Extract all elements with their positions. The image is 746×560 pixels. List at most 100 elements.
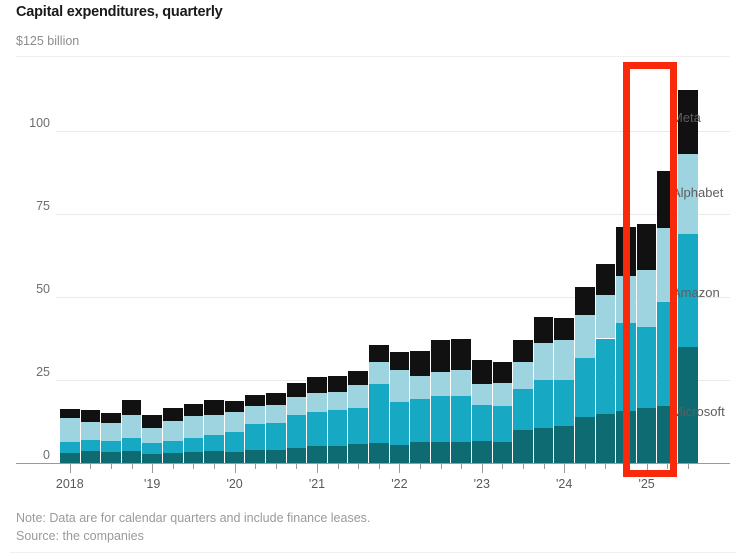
bar-segment-alphabet [163, 420, 183, 442]
header-divider [16, 56, 730, 57]
bar-segment-meta [80, 410, 101, 422]
bar-segment-meta [142, 415, 162, 429]
bar-2021-q3[interactable] [348, 60, 368, 463]
bar-2021-q4[interactable] [369, 60, 389, 463]
chart-note: Note: Data are for calendar quarters and… [16, 511, 371, 525]
bar-2020-q4[interactable] [286, 60, 307, 463]
bar-2022-q3[interactable] [430, 60, 451, 463]
bar-2018-q4[interactable] [121, 60, 142, 463]
chart-title: Capital expenditures, quarterly [16, 4, 223, 20]
bar-2020-q3[interactable] [266, 60, 286, 463]
bar-2025-q3[interactable] [678, 60, 698, 463]
bar-segment-microsoft [678, 347, 698, 463]
bar-2019-q4[interactable] [204, 60, 224, 463]
bar-2024-q2[interactable] [575, 60, 595, 463]
bar-2018-q3[interactable] [101, 60, 121, 463]
x-axis-tick-mark [337, 464, 339, 469]
x-axis-tick-mark [564, 464, 566, 473]
bar-2019-q2[interactable] [163, 60, 183, 463]
bar-2023-q2[interactable] [492, 60, 513, 463]
bar-2024-q4[interactable] [616, 60, 636, 463]
bar-segment-meta [224, 400, 245, 413]
bar-segment-amazon [183, 438, 204, 452]
bar-segment-microsoft [224, 452, 245, 463]
bar-segment-microsoft [142, 454, 162, 463]
bar-segment-amazon [163, 441, 183, 454]
bar-segment-alphabet [286, 396, 307, 415]
bar-2018-q1[interactable] [60, 60, 80, 463]
bar-segment-alphabet [595, 295, 616, 339]
bar-2019-q3[interactable] [183, 60, 204, 463]
bar-2023-q3[interactable] [513, 60, 533, 463]
series-label-microsoft: Microsoft [672, 404, 725, 419]
bar-2022-q1[interactable] [389, 60, 410, 463]
bar-segment-meta [204, 399, 224, 415]
bar-segment-meta [513, 340, 533, 362]
bar-segment-meta [451, 338, 471, 371]
bar-2023-q4[interactable] [533, 60, 554, 463]
bar-2021-q2[interactable] [327, 60, 348, 463]
bar-2022-q2[interactable] [410, 60, 430, 463]
bar-segment-amazon [60, 442, 80, 454]
bar-segment-alphabet [266, 404, 286, 423]
bar-segment-meta [389, 352, 410, 370]
x-axis-tick-mark [667, 464, 669, 469]
x-axis-tick-mark [111, 464, 112, 469]
bar-segment-alphabet [472, 383, 492, 405]
bar-segment-meta [183, 403, 204, 416]
series-label-alphabet: Alphabet [672, 185, 724, 200]
x-axis-label-22: '22 [391, 477, 408, 491]
x-axis-tick-mark [523, 464, 524, 469]
bar-2023-q1[interactable] [472, 60, 492, 463]
bar-2020-q2[interactable] [245, 60, 265, 463]
bar-segment-meta [369, 344, 389, 363]
bar-segment-amazon [204, 434, 224, 452]
x-axis-label-2018: 2018 [55, 477, 84, 491]
bar-segment-alphabet [183, 415, 204, 439]
bar-segment-alphabet [636, 269, 657, 327]
axis-zero-line [16, 463, 730, 464]
bar-2018-q2[interactable] [80, 60, 101, 463]
x-axis-label-25: '25 [638, 477, 655, 491]
bar-segment-amazon [533, 380, 554, 429]
bar-2025-q1[interactable] [636, 60, 657, 463]
bar-2024-q3[interactable] [595, 60, 616, 463]
bar-segment-alphabet [451, 370, 471, 396]
bar-segment-amazon [101, 441, 121, 453]
x-axis-tick-mark [193, 464, 195, 469]
bar-segment-meta [327, 376, 348, 392]
y-axis-tick-50: 50 [36, 282, 50, 296]
x-axis-tick-mark [626, 464, 627, 469]
bar-segment-amazon [410, 398, 430, 442]
y-axis-tick-25: 25 [36, 365, 50, 379]
bar-2020-q1[interactable] [224, 60, 245, 463]
bar-segment-meta [286, 382, 307, 397]
bar-segment-alphabet [616, 275, 636, 324]
bar-segment-microsoft [575, 416, 595, 463]
bar-segment-amazon [348, 407, 368, 445]
bar-segment-amazon [389, 402, 410, 446]
x-axis-tick-mark [358, 464, 360, 469]
bar-segment-meta [554, 317, 574, 341]
bar-2024-q1[interactable] [554, 60, 574, 463]
x-axis-label-23: '23 [473, 477, 490, 491]
bar-segment-meta [245, 394, 265, 407]
x-axis-tick-mark [502, 464, 504, 469]
bar-segment-microsoft [636, 407, 657, 463]
bar-segment-meta [163, 408, 183, 421]
chart-source: Source: the companies [16, 529, 144, 543]
bar-segment-alphabet [348, 385, 368, 408]
bar-segment-amazon [327, 409, 348, 447]
x-axis-tick-mark [481, 464, 483, 473]
bar-segment-microsoft [183, 451, 204, 463]
bar-2019-q1[interactable] [142, 60, 162, 463]
bar-segment-amazon [80, 440, 101, 452]
bar-segment-alphabet [492, 382, 513, 406]
bar-segment-amazon [121, 437, 142, 451]
bar-segment-amazon [286, 414, 307, 449]
bar-segment-microsoft [245, 449, 265, 463]
bar-segment-alphabet [513, 361, 533, 389]
bar-2022-q4[interactable] [451, 60, 471, 463]
bar-2021-q1[interactable] [307, 60, 327, 463]
bar-segment-alphabet [389, 369, 410, 403]
